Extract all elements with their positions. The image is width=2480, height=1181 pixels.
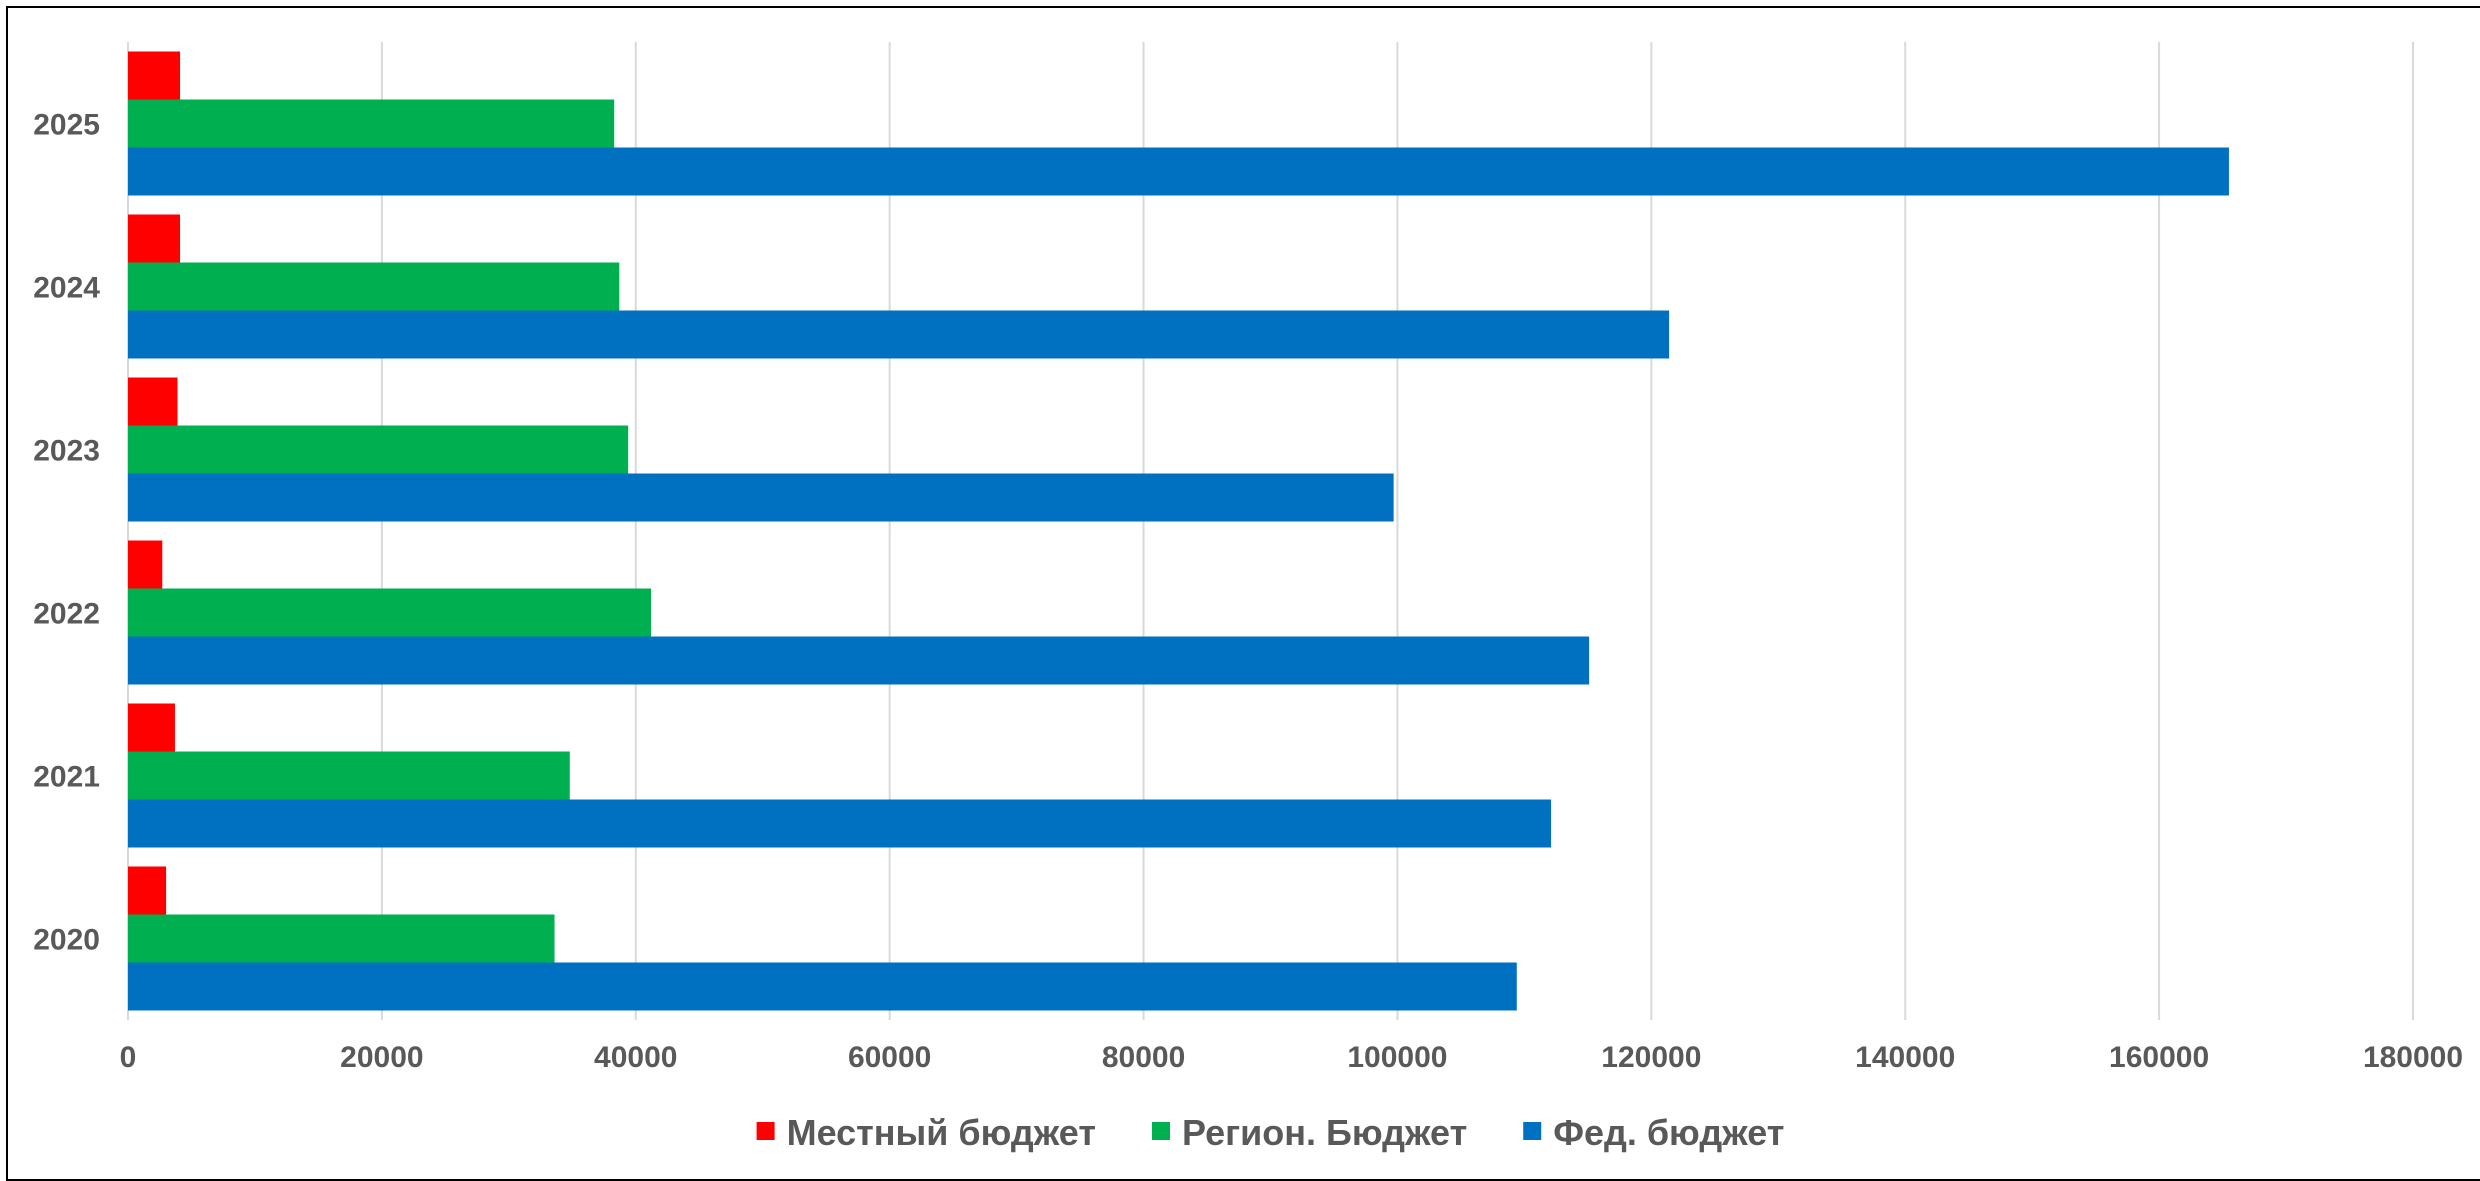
y-tick-label: 2020 (33, 924, 100, 957)
x-axis-labels: 0 20000 40000 60000 80000 100000 120000 140000 1… (120, 1041, 2463, 1074)
legend-label: Фед. бюджет (1553, 1112, 1784, 1153)
legend-swatch-регион-бюджет (1151, 1122, 1170, 1140)
x-tick-label: 80000 (1102, 1041, 1185, 1074)
bar-2022-series-1 (128, 588, 652, 637)
bar-2022-series-2 (128, 636, 1590, 685)
x-tick-label: 160000 (2109, 1041, 2209, 1074)
x-tick-label: 140000 (1855, 1041, 1955, 1074)
grid-lines (127, 42, 2414, 1020)
y-tick-label: 2021 (33, 761, 100, 794)
bar-2021-series-1 (128, 751, 570, 800)
bar-2020-series-1 (128, 914, 555, 963)
y-axis-labels: 2020 2021 2022 2023 2024 2025 (33, 109, 100, 957)
x-tick-label: 60000 (848, 1041, 931, 1074)
bars (128, 51, 2229, 1011)
x-tick-label: 100000 (1347, 1041, 1447, 1074)
bar-2025-series-0 (128, 51, 181, 100)
x-tick-label: 120000 (1601, 1041, 1701, 1074)
bar-2023-series-2 (128, 473, 1394, 522)
x-tick-label: 20000 (340, 1041, 423, 1074)
bar-2021-series-2 (128, 799, 1552, 848)
x-tick-label: 40000 (594, 1041, 677, 1074)
legend-label: Местный бюджет (787, 1112, 1096, 1153)
bar-2023-series-0 (128, 377, 178, 426)
y-tick-label: 2023 (33, 435, 100, 468)
y-tick-label: 2022 (33, 598, 100, 631)
bar-2025-series-2 (128, 147, 2229, 196)
bar-2020-series-0 (128, 866, 167, 915)
legend: Местный бюджет Регион. Бюджет Фед. бюджет (756, 1112, 1784, 1153)
legend-swatch-местный-бюджет (756, 1122, 775, 1140)
legend-label: Регион. Бюджет (1182, 1112, 1467, 1153)
bar-2022-series-0 (128, 540, 163, 589)
legend-swatch-фед-бюджет (1523, 1122, 1542, 1140)
y-tick-label: 2024 (33, 272, 100, 305)
x-tick-label: 0 (120, 1041, 137, 1074)
y-tick-label: 2025 (33, 109, 100, 142)
bar-2020-series-2 (128, 962, 1517, 1011)
x-tick-label: 180000 (2363, 1041, 2463, 1074)
bar-2024-series-1 (128, 262, 620, 311)
bar-2025-series-1 (128, 99, 615, 148)
bar-2024-series-0 (128, 214, 181, 263)
bar-2021-series-0 (128, 703, 175, 752)
bar-2023-series-1 (128, 425, 629, 474)
bar-2024-series-2 (128, 310, 1670, 359)
